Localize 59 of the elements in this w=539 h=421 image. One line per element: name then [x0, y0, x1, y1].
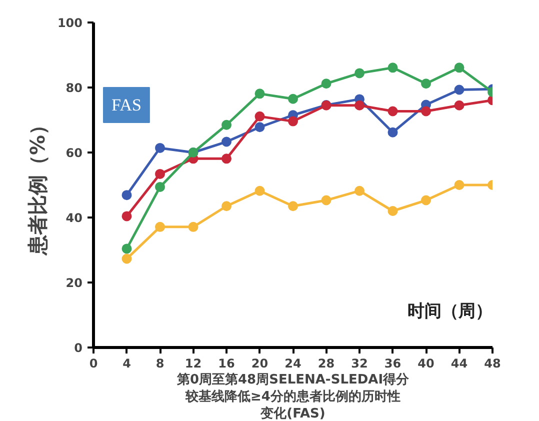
point — [122, 244, 132, 254]
y-tick-label: 40 — [66, 211, 83, 225]
point — [388, 106, 398, 116]
point — [354, 186, 364, 196]
x-tick-label: 48 — [484, 356, 501, 370]
point — [288, 116, 298, 126]
point — [288, 201, 298, 212]
point — [454, 62, 464, 73]
x-tick-label: 24 — [284, 356, 302, 370]
point — [155, 182, 165, 192]
point — [288, 94, 298, 104]
point — [122, 254, 132, 264]
point — [155, 168, 165, 179]
point — [388, 62, 398, 73]
point — [122, 211, 132, 222]
x-tick-label: 12 — [184, 356, 202, 370]
point — [188, 222, 198, 232]
point — [421, 78, 431, 89]
x-tick-label: 36 — [384, 356, 402, 370]
point — [155, 222, 165, 232]
x-tick-label: 44 — [450, 356, 468, 370]
y-tick-label: 80 — [66, 81, 83, 95]
point — [454, 180, 464, 190]
point — [454, 84, 464, 95]
point — [222, 201, 232, 212]
point — [122, 190, 132, 200]
y-axis-title: 患者比例（%） — [25, 114, 50, 256]
point — [421, 195, 431, 206]
y-tick-label: 20 — [66, 276, 83, 290]
y-tick-label: 0 — [74, 341, 83, 355]
point — [254, 88, 265, 99]
point — [354, 68, 364, 78]
annotation: FAS — [112, 96, 142, 114]
x-tick-label: 40 — [418, 356, 434, 370]
point — [155, 142, 165, 153]
point — [254, 122, 265, 132]
point — [388, 127, 398, 138]
point — [222, 120, 232, 130]
point — [254, 186, 265, 196]
y-tick-label: 60 — [66, 146, 83, 160]
x-tick-label: 8 — [156, 356, 164, 370]
point — [321, 195, 332, 206]
x-axis-title: 时间（周） — [408, 302, 492, 322]
text: 第0周至第48周SELENA-SLEDAI得分较基线降低≥4分的患者比例的历时性变化(FAS) — [176, 372, 410, 421]
point — [222, 136, 232, 147]
x-tick-label: 28 — [318, 356, 335, 370]
point — [421, 106, 431, 116]
point — [454, 100, 464, 110]
point — [388, 206, 398, 216]
point — [254, 111, 265, 122]
x-tick-label: 32 — [351, 356, 368, 370]
x-tick-label: 16 — [218, 356, 235, 370]
x-tick-label: 0 — [89, 356, 98, 370]
x-tick-label: 4 — [122, 356, 131, 370]
y-tick-label: 100 — [57, 16, 83, 30]
x-tick-label: 20 — [251, 356, 268, 370]
point — [222, 154, 232, 164]
point — [354, 100, 364, 110]
point — [321, 78, 332, 89]
